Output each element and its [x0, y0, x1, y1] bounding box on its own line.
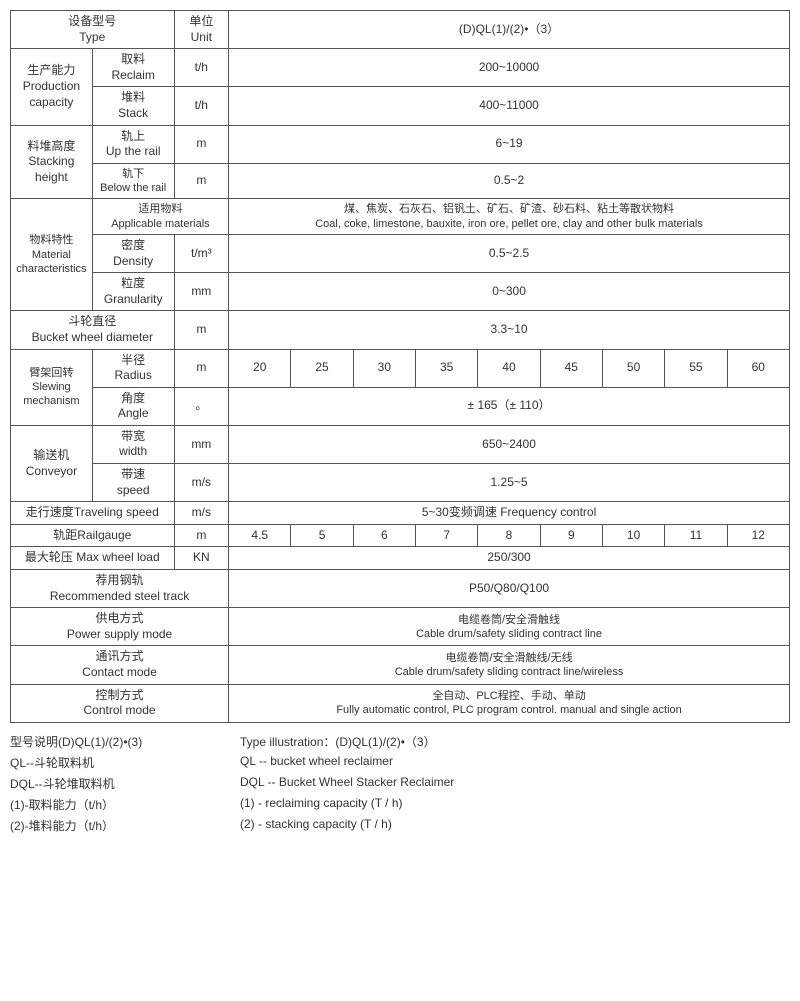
railgauge: 轨距Railgauge: [11, 524, 175, 547]
stack: 堆料Stack: [92, 87, 174, 125]
contact-val: 电缆卷筒/安全滑触线/无线Cable drum/safety sliding c…: [229, 646, 790, 684]
radius-v1: 25: [291, 349, 353, 387]
rg-v8: 12: [727, 524, 789, 547]
width-val: 650~2400: [229, 425, 790, 463]
maxwheel-val: 250/300: [229, 547, 790, 570]
radius-unit: m: [174, 349, 229, 387]
angle: 角度Angle: [92, 387, 174, 425]
travel-unit: m/s: [174, 502, 229, 525]
radius: 半径Radius: [92, 349, 174, 387]
radius-v0: 20: [229, 349, 291, 387]
legend-2a: QL--斗轮取料机: [10, 754, 240, 771]
type-header: 设备型号Type: [11, 11, 175, 49]
travel-speed: 走行速度Traveling speed: [11, 502, 175, 525]
legend-1a: 型号说明(D)QL(1)/(2)•(3): [10, 733, 240, 750]
rg-v7: 11: [665, 524, 727, 547]
steel-track: 荐用钢轨Recommended steel track: [11, 570, 229, 608]
rg-v2: 6: [353, 524, 415, 547]
legend-5b: (2) - stacking capacity (T / h): [240, 817, 790, 834]
legend-4a: (1)-取料能力（t/h）: [10, 796, 240, 813]
speed-val: 1.25~5: [229, 464, 790, 502]
footer-legend: 型号说明(D)QL(1)/(2)•(3)Type illustration：(D…: [10, 733, 790, 834]
legend-5a: (2)-堆料能力（t/h）: [10, 817, 240, 834]
app-materials-val: 煤、焦炭、石灰石、铝钒土、矿石、矿渣、砂石料、粘土等散状物料Coal, coke…: [229, 199, 790, 235]
density: 密度Density: [92, 234, 174, 272]
material-char: 物料特性Material characteristics: [11, 199, 93, 311]
reclaim-unit: t/h: [174, 49, 229, 87]
legend-3a: DQL--斗轮堆取料机: [10, 775, 240, 792]
stack-unit: t/h: [174, 87, 229, 125]
density-val: 0.5~2.5: [229, 234, 790, 272]
stack-val: 400~11000: [229, 87, 790, 125]
prod-cap: 生产能力Production capacity: [11, 49, 93, 125]
speed-unit: m/s: [174, 464, 229, 502]
gran-val: 0~300: [229, 273, 790, 311]
rg-v4: 8: [478, 524, 540, 547]
radius-v2: 30: [353, 349, 415, 387]
legend-2b: QL -- bucket wheel reclaimer: [240, 754, 790, 771]
width-unit: mm: [174, 425, 229, 463]
model-header: (D)QL(1)/(2)•（3）: [229, 11, 790, 49]
radius-v5: 45: [540, 349, 602, 387]
radius-v7: 55: [665, 349, 727, 387]
slewing: 臂架回转Slewing mechanism: [11, 349, 93, 425]
reclaim: 取料Reclaim: [92, 49, 174, 87]
below-rail-val: 0.5~2: [229, 163, 790, 199]
below-rail: 轨下Below the rail: [92, 163, 174, 199]
legend-4b: (1) - reclaiming capacity (T / h): [240, 796, 790, 813]
app-materials: 适用物料Applicable materials: [92, 199, 228, 235]
wheel-dia-val: 3.3~10: [229, 311, 790, 349]
radius-v3: 35: [416, 349, 478, 387]
unit-header: 单位Unit: [174, 11, 229, 49]
radius-v8: 60: [727, 349, 789, 387]
steel-val: P50/Q80/Q100: [229, 570, 790, 608]
max-wheel-load: 最大轮压 Max wheel load: [11, 547, 175, 570]
maxwheel-unit: KN: [174, 547, 229, 570]
wheel-dia-unit: m: [174, 311, 229, 349]
density-unit: t/m³: [174, 234, 229, 272]
legend-3b: DQL -- Bucket Wheel Stacker Reclaimer: [240, 775, 790, 792]
angle-unit: 。: [174, 387, 229, 425]
control-mode: 控制方式Control mode: [11, 684, 229, 722]
wheel-dia: 斗轮直径Bucket wheel diameter: [11, 311, 175, 349]
granularity: 粒度Granularity: [92, 273, 174, 311]
radius-v4: 40: [478, 349, 540, 387]
up-rail: 轨上Up the rail: [92, 125, 174, 163]
belt-width: 带宽width: [92, 425, 174, 463]
rg-v1: 5: [291, 524, 353, 547]
radius-v6: 50: [602, 349, 664, 387]
belt-speed: 带速speed: [92, 464, 174, 502]
conveyor: 输送机Conveyor: [11, 425, 93, 501]
angle-val: ± 165（± 110）: [229, 387, 790, 425]
rg-v3: 7: [416, 524, 478, 547]
below-rail-unit: m: [174, 163, 229, 199]
contact-mode: 通讯方式Contact mode: [11, 646, 229, 684]
spec-table: 设备型号Type 单位Unit (D)QL(1)/(2)•（3） 生产能力Pro…: [10, 10, 790, 723]
railgauge-unit: m: [174, 524, 229, 547]
rg-v6: 10: [602, 524, 664, 547]
control-val: 全自动、PLC程控、手动、单动Fully automatic control, …: [229, 684, 790, 722]
legend-1b: Type illustration：(D)QL(1)/(2)•（3）: [240, 733, 790, 750]
power-mode: 供电方式Power supply mode: [11, 608, 229, 646]
power-val: 电缆卷筒/安全滑触线Cable drum/safety sliding cont…: [229, 608, 790, 646]
up-rail-val: 6~19: [229, 125, 790, 163]
rg-v5: 9: [540, 524, 602, 547]
travel-val: 5~30变频调速 Frequency control: [229, 502, 790, 525]
gran-unit: mm: [174, 273, 229, 311]
reclaim-val: 200~10000: [229, 49, 790, 87]
stacking-height: 料堆高度Stacking height: [11, 125, 93, 199]
up-rail-unit: m: [174, 125, 229, 163]
rg-v0: 4.5: [229, 524, 291, 547]
